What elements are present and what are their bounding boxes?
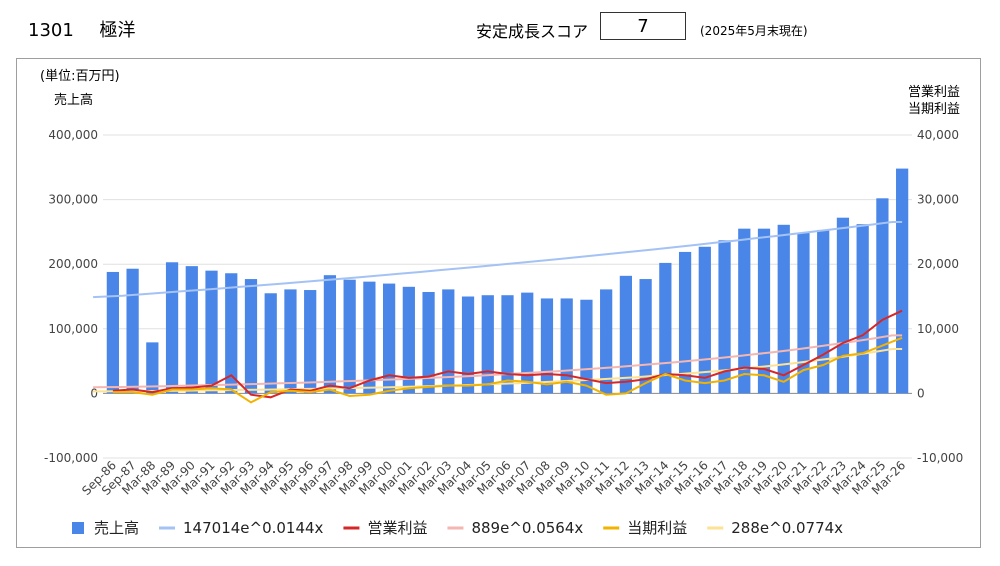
sales-bar (146, 342, 159, 394)
right-tick-label: 40,000 (917, 128, 959, 142)
legend-label: 147014e^0.0144x (183, 519, 324, 537)
score-value-box: 7 (600, 12, 686, 40)
left-tick-label: 0 (90, 386, 98, 400)
right-axis-label-net: 当期利益 (908, 102, 960, 117)
sales-bar (619, 275, 633, 394)
sales-bar (521, 292, 534, 394)
left-axis-label: 売上高 (54, 92, 93, 108)
company-code: 1301 (28, 20, 74, 41)
sales-bar (402, 286, 415, 394)
sales-bar (540, 298, 554, 394)
legend-label: 売上高 (94, 519, 139, 537)
as-of-note: (2025年5月末現在) (700, 24, 808, 38)
sales-bar (560, 298, 573, 394)
sales-bar (461, 296, 475, 394)
left-tick-label: 100,000 (48, 322, 98, 336)
legend-label: 営業利益 (367, 519, 427, 537)
right-tick-label: -10,000 (917, 451, 963, 465)
series-line (112, 336, 903, 404)
sales-bar (659, 262, 672, 394)
sales-bar (304, 290, 317, 394)
left-tick-label: 400,000 (48, 128, 98, 142)
right-tick-label: 20,000 (917, 257, 959, 271)
legend-label: 当期利益 (627, 519, 687, 537)
series-line (112, 309, 903, 399)
sales-bar (323, 275, 337, 394)
sales-bar (422, 291, 435, 394)
sales-bar (836, 217, 850, 394)
company-title: 1301 極洋 (28, 16, 136, 42)
sales-bar (481, 295, 494, 394)
left-tick-label: 300,000 (48, 193, 98, 207)
sales-bar (817, 229, 830, 394)
sales-bar (106, 271, 119, 394)
sales-bar (797, 232, 810, 394)
right-axis-label-operating: 営業利益 (908, 84, 960, 100)
sales-bar (856, 224, 869, 394)
sales-bar (225, 273, 238, 394)
unit-label: (単位:百万円) (40, 68, 120, 84)
sales-bar (501, 295, 514, 394)
sales-bar (698, 246, 711, 394)
sales-bar (284, 289, 297, 394)
sales-bar (165, 262, 179, 394)
sales-bar (777, 224, 790, 394)
right-tick-label: 0 (917, 386, 925, 400)
sales-bar (738, 228, 751, 394)
sales-bar (244, 279, 258, 394)
sales-bar (678, 251, 692, 394)
sales-bar (205, 270, 218, 394)
score-label: 安定成長スコア (476, 22, 589, 41)
legend-label: 288e^0.0774x (731, 519, 843, 537)
sales-bar (126, 268, 139, 394)
left-tick-label: -100,000 (44, 451, 98, 465)
left-tick-label: 200,000 (48, 257, 98, 271)
sales-bar (343, 279, 356, 394)
legend-label: 889e^0.0564x (471, 519, 583, 537)
sales-bar (264, 293, 277, 394)
right-tick-label: 10,000 (917, 322, 959, 336)
trendline (93, 221, 903, 299)
legend-swatch (72, 522, 84, 534)
sales-bar (442, 289, 455, 394)
sales-bar (896, 168, 909, 394)
trendline (93, 348, 903, 393)
sales-bar (382, 283, 396, 394)
sales-bar (185, 266, 198, 394)
sales-bar (718, 240, 731, 394)
right-tick-label: 30,000 (917, 193, 959, 207)
sales-bar (876, 198, 889, 394)
sales-bar (363, 281, 376, 394)
chart-frame (16, 58, 981, 548)
company-name: 極洋 (99, 20, 136, 41)
